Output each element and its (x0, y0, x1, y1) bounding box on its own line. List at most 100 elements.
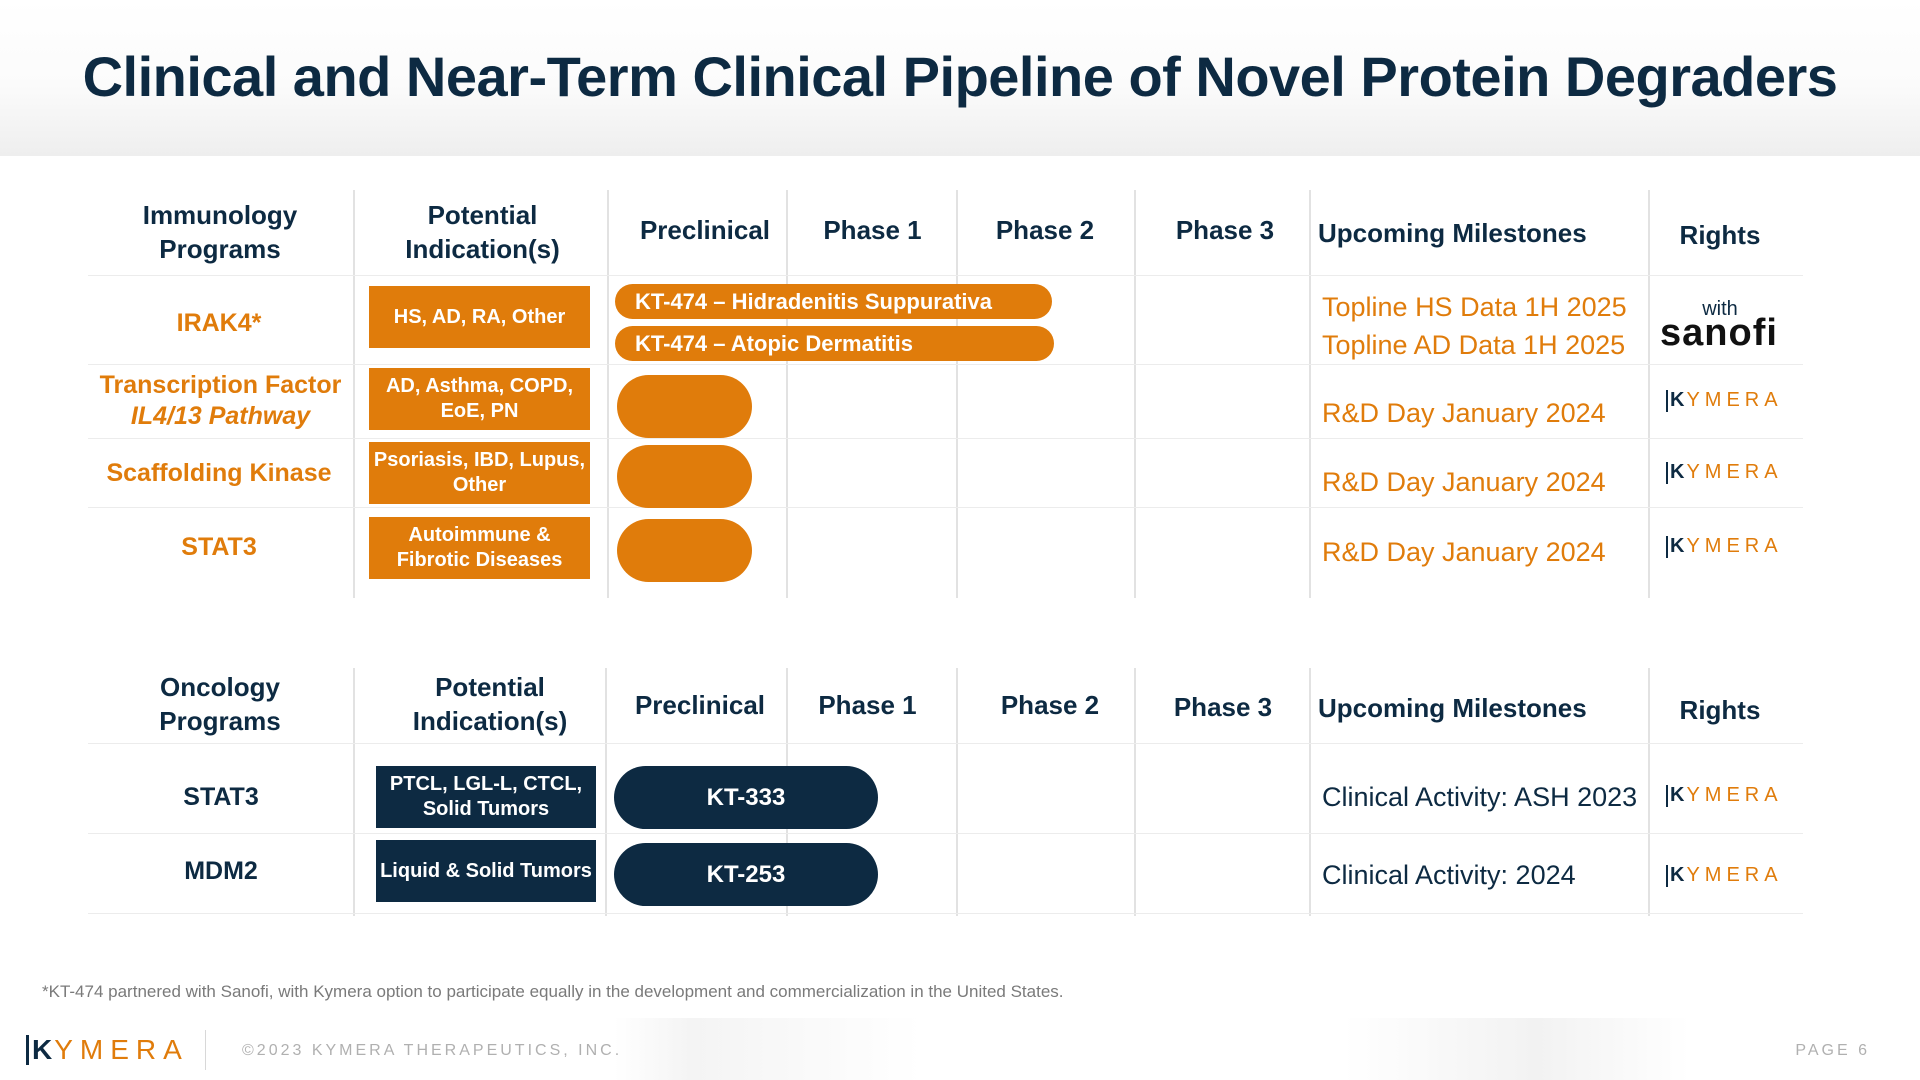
kymera-mark-icon (1666, 389, 1668, 412)
col-divider (353, 668, 355, 916)
program-label: STAT3 (183, 782, 259, 811)
program-label: IRAK4* (176, 308, 262, 337)
kymera-k: K (1670, 389, 1685, 411)
program-label: MDM2 (184, 856, 258, 885)
header-indication: Potential Indication(s) (412, 672, 568, 736)
kymera-mark-icon (26, 1035, 29, 1065)
milestone-irak4-hs: Topline HS Data 1H 2025 (1322, 292, 1627, 322)
row-divider (88, 743, 1803, 744)
col-divider (605, 668, 607, 916)
title-band (0, 0, 1920, 156)
footer-divider (205, 1030, 206, 1070)
phase-bar-kt333: KT-333 (614, 766, 878, 829)
header-oncology-programs: Oncology Programs (159, 672, 281, 736)
program-label: STAT3 (181, 532, 257, 561)
kymera-rights-logo: K YMERA (1666, 389, 1783, 412)
program-scaffolding-kinase: Scaffolding Kinase (88, 448, 350, 498)
col-divider (956, 668, 958, 916)
header-phase1: Phase 1 (823, 215, 922, 245)
col-divider (1309, 190, 1311, 598)
kymera-wordmark: YMERA (1686, 535, 1783, 557)
col-divider (1134, 190, 1136, 598)
col-divider (607, 190, 609, 598)
kymera-k: K (1670, 461, 1685, 483)
kymera-mark-icon (1666, 535, 1668, 558)
kymera-footer-logo: K YMERA (26, 1034, 189, 1066)
kymera-rights-logo: K YMERA (1666, 461, 1783, 484)
kymera-rights-logo: K YMERA (1666, 535, 1783, 558)
sanofi-logo: sanofi (1660, 312, 1778, 355)
footer-bar (0, 1018, 1920, 1080)
program-irak4: IRAK4* (88, 300, 350, 346)
page-number: PAGE 6 (1795, 1042, 1870, 1059)
milestone-mdm2: Clinical Activity: 2024 (1322, 860, 1576, 890)
kymera-wordmark: YMERA (1686, 389, 1783, 411)
header-preclinical: Preclinical (639, 215, 771, 245)
kymera-mark-icon (1666, 784, 1668, 807)
program-label: Transcription Factor (99, 371, 342, 399)
phase-bar-kt474-ad: KT-474 – Atopic Dermatitis (615, 326, 1054, 361)
header-rights: Rights (1679, 695, 1761, 725)
milestone-scaffolding-kinase: R&D Day January 2024 (1322, 467, 1606, 497)
row-divider (88, 913, 1803, 914)
kymera-wordmark: YMERA (1686, 784, 1783, 806)
program-transcription-factor: Transcription Factor IL4/13 Pathway (88, 368, 353, 434)
sanofi-logo-text: sanofi (1660, 312, 1778, 354)
header-phase1: Phase 1 (818, 690, 917, 720)
row-divider (88, 364, 1803, 365)
col-divider (1648, 668, 1650, 916)
row-divider (88, 275, 1803, 276)
phase-bar-kt474-hs: KT-474 – Hidradenitis Suppurativa (615, 284, 1052, 319)
kymera-wordmark: YMERA (54, 1034, 189, 1065)
milestone-transcription-factor: R&D Day January 2024 (1322, 398, 1606, 428)
indication-stat3-immunology: Autoimmune & Fibrotic Diseases (369, 517, 590, 579)
kymera-wordmark: YMERA (1686, 461, 1783, 483)
program-mdm2: MDM2 (90, 846, 352, 896)
header-phase2: Phase 2 (1000, 690, 1100, 720)
program-label: Scaffolding Kinase (106, 458, 332, 487)
kymera-mark-icon (1666, 864, 1668, 887)
col-divider (353, 190, 355, 598)
header-milestones: Upcoming Milestones (1318, 218, 1587, 248)
col-divider (786, 190, 788, 598)
header-rights: Rights (1679, 220, 1761, 250)
footnote: *KT-474 partnered with Sanofi, with Kyme… (42, 982, 1064, 1001)
program-stat3-immunology: STAT3 (88, 522, 350, 572)
header-indication: Potential Indication(s) (405, 200, 560, 264)
program-stat3-oncology: STAT3 (90, 772, 352, 822)
row-divider (88, 507, 1803, 508)
phase-bar-stat3-immunology (617, 519, 752, 582)
milestone-stat3-immunology: R&D Day January 2024 (1322, 537, 1606, 567)
rights-with-label: with (1702, 298, 1738, 320)
kymera-rights-logo: K YMERA (1666, 784, 1783, 807)
indication-irak4: HS, AD, RA, Other (369, 286, 590, 348)
milestone-irak4-ad: Topline AD Data 1H 2025 (1322, 330, 1626, 360)
page-title: Clinical and Near-Term Clinical Pipeline… (82, 45, 1838, 108)
col-divider (1648, 190, 1650, 598)
col-divider (1309, 668, 1311, 916)
kymera-k: K (32, 1034, 53, 1065)
phase-bar-scaffolding-kinase (617, 445, 752, 508)
kymera-k: K (1670, 784, 1685, 806)
header-immunology-programs: Immunology Programs (142, 200, 298, 264)
row-divider (88, 438, 1803, 439)
indication-transcription-factor: AD, Asthma, COPD, EoE, PN (369, 368, 590, 430)
header-phase2: Phase 2 (995, 215, 1095, 245)
kymera-rights-logo: K YMERA (1666, 864, 1783, 887)
kymera-mark-icon (1666, 461, 1668, 484)
col-divider (956, 190, 958, 598)
copyright: ©2023 KYMERA THERAPEUTICS, INC. (242, 1042, 623, 1059)
kymera-k: K (1670, 864, 1685, 886)
row-divider (88, 833, 1803, 834)
phase-bar-kt253: KT-253 (614, 843, 878, 906)
col-divider (1134, 668, 1136, 916)
header-milestones: Upcoming Milestones (1318, 693, 1587, 723)
indication-mdm2: Liquid & Solid Tumors (376, 840, 596, 902)
program-pathway-label: IL4/13 Pathway (130, 402, 311, 430)
header-phase3: Phase 3 (1173, 692, 1273, 722)
indication-scaffolding-kinase: Psoriasis, IBD, Lupus, Other (369, 442, 590, 504)
header-phase3: Phase 3 (1175, 215, 1275, 245)
kymera-k: K (1670, 535, 1685, 557)
indication-stat3-oncology: PTCL, LGL-L, CTCL, Solid Tumors (376, 766, 596, 828)
header-preclinical: Preclinical (634, 690, 766, 720)
